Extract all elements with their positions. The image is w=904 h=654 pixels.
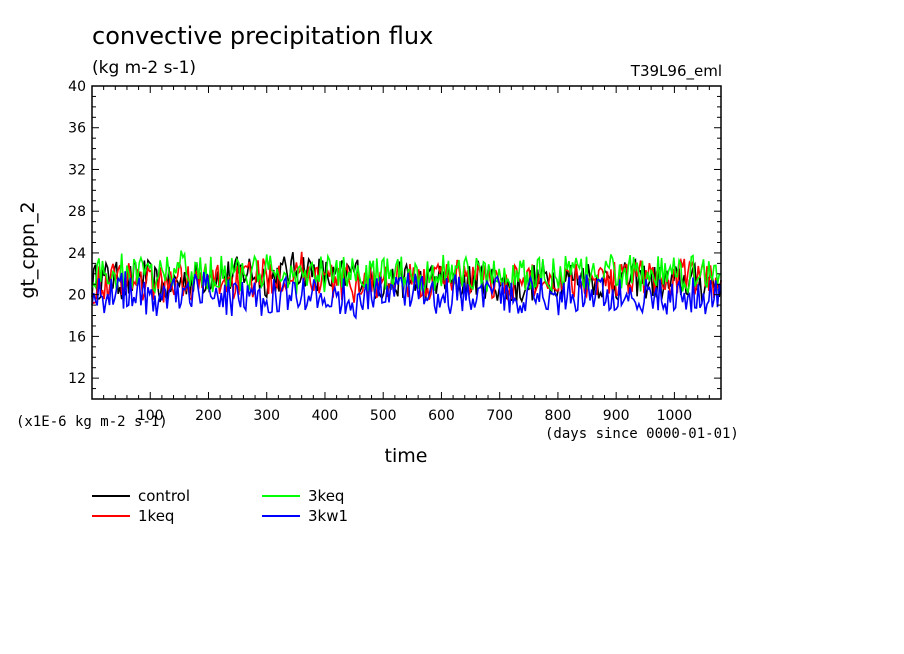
series-layer bbox=[91, 250, 722, 320]
y-tick-label: 16 bbox=[68, 329, 86, 345]
y-tick-label: 36 bbox=[68, 121, 86, 137]
legend-label: 1keq bbox=[138, 507, 175, 525]
x-tick-label: 1000 bbox=[657, 408, 693, 424]
x-tick-label: 800 bbox=[545, 408, 572, 424]
legend-label: control bbox=[138, 487, 190, 505]
y-tick-label: 20 bbox=[68, 288, 86, 304]
run-id-label: T39L96_eml bbox=[630, 62, 722, 80]
legend-label: 3keq bbox=[308, 487, 345, 505]
y-tick-label: 24 bbox=[68, 246, 86, 262]
chart-units: (kg m-2 s-1) bbox=[92, 58, 197, 78]
legend-item-3kw1: 3kw1 bbox=[262, 507, 348, 525]
x-units-label: (days since 0000-01-01) bbox=[545, 426, 739, 442]
legend-swatch bbox=[262, 515, 300, 517]
legend-swatch bbox=[92, 495, 130, 497]
y-tick-label: 32 bbox=[68, 162, 86, 178]
legend-item-control: control bbox=[92, 487, 190, 505]
legend-label: 3kw1 bbox=[308, 507, 349, 525]
x-tick-label: 700 bbox=[486, 408, 513, 424]
x-tick-label: 900 bbox=[603, 408, 630, 424]
x-tick-label: 100 bbox=[137, 408, 164, 424]
plot-frame bbox=[91, 85, 722, 400]
y-tick-label: 28 bbox=[68, 204, 86, 220]
y-tick-label: 40 bbox=[68, 79, 86, 95]
x-tick-label: 500 bbox=[370, 408, 397, 424]
axes-layer: 12 16 20 24 28 32 36 40 100 200 300 400 500 600 700 800… bbox=[68, 79, 721, 424]
y-scale-label: (x1E-6 kg m-2 s-1) bbox=[16, 414, 168, 430]
x-tick-label: 400 bbox=[312, 408, 339, 424]
x-tick-label: 300 bbox=[253, 408, 280, 424]
legend-swatch bbox=[92, 515, 130, 517]
chart-title: convective precipitation flux bbox=[92, 22, 434, 50]
y-tick-label: 12 bbox=[68, 371, 86, 387]
x-tick-label: 600 bbox=[428, 408, 455, 424]
legend-item-1keq: 1keq bbox=[92, 507, 174, 525]
legend-item-3keq: 3keq bbox=[262, 487, 344, 505]
series-line-3kw1 bbox=[91, 271, 722, 320]
legend-swatch bbox=[262, 495, 300, 497]
x-tick-label: 200 bbox=[195, 408, 222, 424]
series-line-control bbox=[91, 252, 722, 304]
x-axis-label: time bbox=[384, 445, 428, 467]
